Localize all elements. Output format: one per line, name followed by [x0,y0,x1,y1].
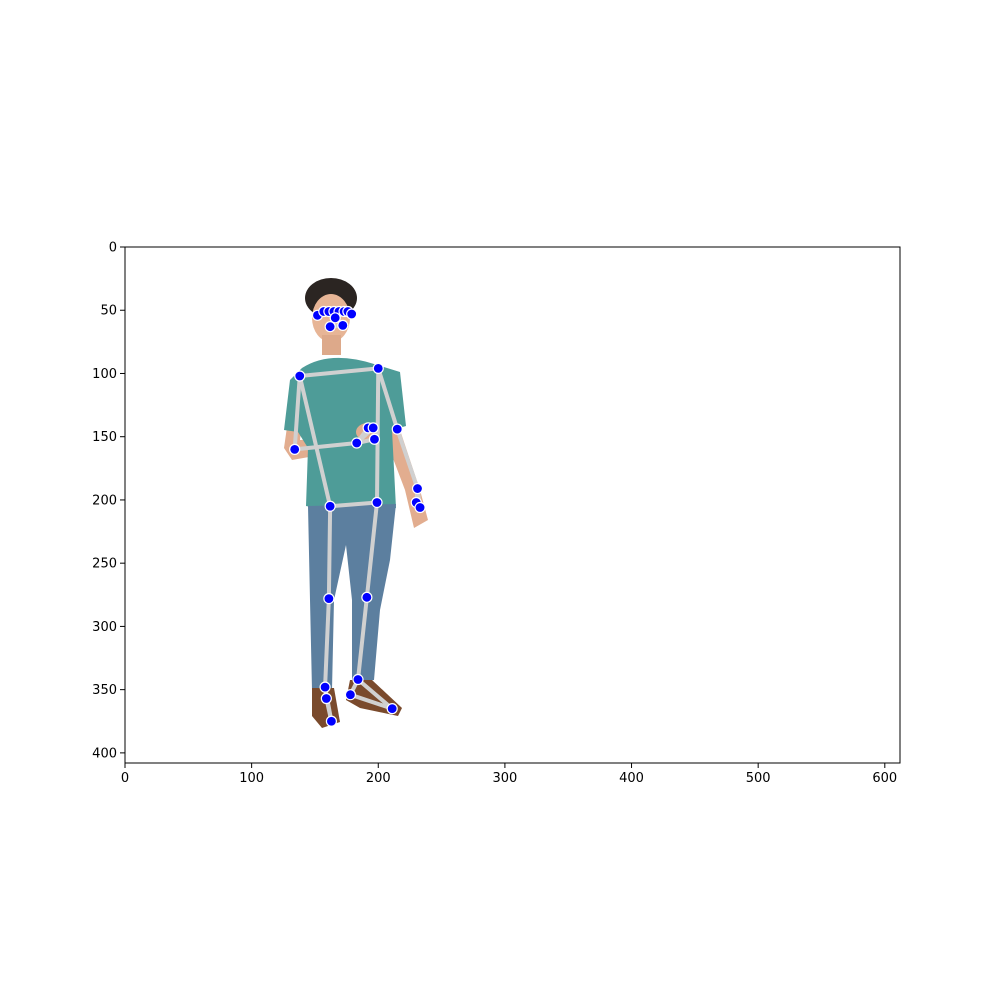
keypoint-nose [329,312,341,324]
x-tick-label: 200 [366,771,391,786]
x-tick-label: 300 [492,771,517,786]
skeleton-connection [323,685,334,724]
keypoint-right-elbow [391,423,403,435]
keypoint-left-knee [323,592,335,605]
y-axis: 0 50 100 150 200 250 300 350 400 [92,241,125,761]
x-tick-label: 400 [619,771,644,786]
y-tick-label: 50 [100,304,117,319]
y-tick-label: 350 [92,683,117,698]
y-tick-label: 400 [92,746,117,761]
skeleton-connection [356,595,369,682]
x-tick-label: 0 [121,771,129,786]
keypoint-right-foot-index [386,703,398,715]
plot-area [124,246,901,764]
keypoint-markers [289,305,426,727]
keypoint-left-thumb [368,433,381,445]
x-tick-label: 500 [746,771,771,786]
skeleton-connection [292,441,359,452]
keypoint-left-wrist [351,437,363,449]
skeleton-connection [292,374,302,452]
keypoint-left-foot-index [325,715,338,727]
x-axis: 0 100 200 300 400 500 600 [121,763,897,786]
keypoint-head-right-ear [346,308,358,320]
keypoint-right-heel [344,689,357,701]
axes-frame [124,246,901,764]
keypoint-right-shoulder [372,362,384,375]
keypoint-right-wrist [411,482,424,495]
keypoint-left-shoulder [294,370,306,382]
keypoint-left-elbow [289,443,301,455]
y-tick-label: 100 [92,367,117,382]
keypoint-right-ankle [352,673,364,686]
keypoint-mouth-left [324,321,336,333]
y-tick-label: 250 [92,557,117,572]
skeleton-connection [348,692,395,711]
x-tick-label: 600 [872,771,897,786]
keypoint-left-hip [324,500,336,512]
skeleton-connection [376,366,400,432]
y-tick-label: 150 [92,430,117,445]
keypoint-mouth-right [337,319,349,332]
skeleton-connection [395,427,420,491]
axes-background [125,247,900,763]
y-tick-label: 200 [92,493,117,508]
skeleton-connection [364,500,380,600]
keypoint-left-index [367,422,379,434]
y-tick-label: 0 [109,241,117,256]
x-tick-label: 100 [239,771,264,786]
skeleton-connection [323,596,331,690]
skeleton-connection [326,504,333,601]
keypoint-left-ankle [319,681,331,693]
y-tick-label: 300 [92,620,117,635]
keypoint-right-index [414,501,426,514]
keypoint-right-knee [361,591,373,603]
skeleton-connection [356,677,395,711]
keypoint-right-hip [371,496,383,509]
skeleton-connection [297,374,333,509]
keypoint-left-heel [320,692,332,705]
skeleton-connection [328,500,380,509]
skeleton-connection [297,366,381,378]
